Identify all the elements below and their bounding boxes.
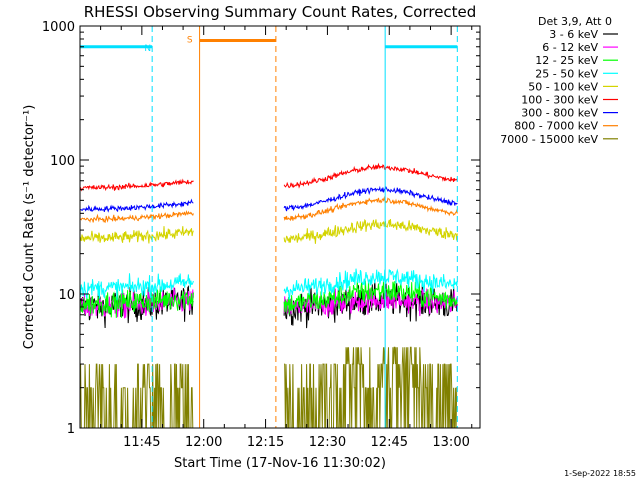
chart-title: RHESSI Observing Summary Count Rates, Co…	[84, 3, 477, 21]
legend-header: Det 3,9, Att 0	[538, 15, 612, 28]
x-axis-label: Start Time (17-Nov-16 11:30:02)	[174, 456, 386, 471]
series-layer	[79, 162, 458, 429]
legend-label-0: 3 - 6 keV	[549, 28, 598, 41]
legend-label-5: 100 - 300 keV	[521, 94, 598, 107]
series-line-6	[79, 185, 458, 213]
legend-label-4: 50 - 100 keV	[528, 80, 598, 93]
legend-label-8: 7000 - 15000 keV	[500, 133, 598, 146]
annotation-label-2: S	[187, 35, 193, 45]
y-tick-label: 1000	[42, 20, 75, 35]
y-tick-label: 10	[58, 288, 75, 303]
legend-label-7: 800 - 7000 keV	[514, 120, 598, 133]
x-tick-label: 12:45	[371, 435, 408, 450]
plot-frame	[79, 25, 481, 429]
axis-layer: 11:45 12:00 12:15 12:30 12:45 13:00 1 10 100 1000	[42, 20, 480, 450]
x-tick-label: 12:15	[247, 435, 284, 450]
x-tick-label: 12:30	[309, 435, 346, 450]
y-tick-label: 1	[67, 422, 75, 437]
series-line-2	[79, 278, 458, 318]
series-line-4	[79, 218, 458, 244]
x-tick-label: 13:00	[432, 435, 469, 450]
series-line-5	[79, 162, 458, 192]
legend-label-3: 25 - 50 keV	[535, 67, 598, 80]
y-axis-label: Corrected Count Rate (s⁻¹ detector⁻¹)	[22, 105, 37, 350]
plot-area: NS 11:45 12:00 12:15 12:30 12:45 13:001101001…	[42, 20, 481, 450]
x-tick-label: 11:45	[123, 435, 160, 450]
series-line-3	[79, 268, 458, 301]
legend-label-6: 300 - 800 keV	[521, 107, 598, 120]
y-tick-label: 100	[50, 154, 75, 169]
legend-label-1: 6 - 12 keV	[542, 41, 598, 54]
series-line-8	[80, 346, 458, 429]
annotation-label-0: N	[144, 44, 151, 54]
footer-timestamp: 1-Sep-2022 18:55	[564, 469, 636, 478]
series-line-7	[79, 196, 458, 224]
x-tick-label: 12:00	[185, 435, 222, 450]
legend-label-2: 12 - 25 keV	[535, 54, 598, 67]
